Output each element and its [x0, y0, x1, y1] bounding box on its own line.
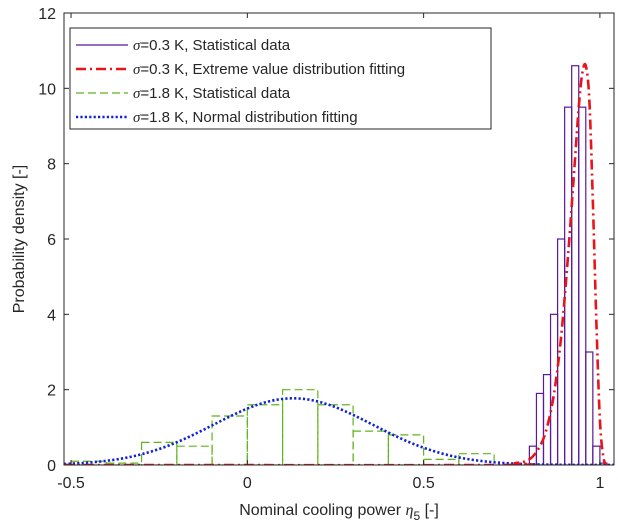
legend-label: =0.3 K, Extreme value distribution fitti… [140, 61, 405, 78]
histogram-bar-2-11 [458, 453, 495, 465]
normal-curve [64, 397, 614, 465]
y-tick-label: 6 [47, 232, 56, 249]
legend-sigma: σ [133, 38, 141, 54]
legend-box [69, 27, 492, 130]
legend-label: =0.3 K, Statistical data [140, 37, 290, 54]
x-tick-label: 0 [243, 475, 252, 492]
histogram-bar-2-3 [176, 445, 213, 465]
y-tick-label: 0 [47, 458, 56, 475]
x-tick-label: 0.5 [412, 475, 434, 492]
y-tick-label: 12 [38, 6, 56, 23]
y-tick-label: 10 [38, 81, 56, 98]
legend-entry-3: σ=1.8 K, Normal distribution fitting [133, 109, 358, 126]
legend-label: =1.8 K, Normal distribution fitting [140, 109, 357, 126]
y-axis-label: Probability density [-] [11, 165, 28, 314]
x-tick-label: 1 [595, 475, 604, 492]
extreme-value-curve [64, 62, 609, 465]
y-tick-label: 8 [47, 157, 56, 174]
histogram-bar-2-9 [387, 434, 425, 465]
legend-sigma: σ [133, 110, 141, 126]
legend-sigma: σ [133, 62, 141, 78]
legend-label: =1.8 K, Statistical data [140, 85, 290, 102]
histogram-bar-2-8 [352, 430, 389, 465]
legend-entry-2: σ=1.8 K, Statistical data [133, 85, 291, 102]
histogram-bar-2-4 [211, 415, 248, 465]
legend-sigma: σ [133, 86, 141, 102]
y-tick-label: 4 [47, 307, 56, 324]
series-layer [64, 62, 614, 465]
x-tick-label: -0.5 [57, 475, 85, 492]
legend-entry-0: σ=0.3 K, Statistical data [133, 37, 291, 54]
legend-entry-1: σ=0.3 K, Extreme value distribution fitt… [133, 61, 405, 78]
y-tick-label: 2 [47, 383, 56, 400]
histogram-bar-0-8 [585, 351, 594, 465]
x-axis-label: Nominal cooling power η5 [-] [239, 502, 439, 523]
histogram-bar-0-9 [592, 445, 601, 465]
